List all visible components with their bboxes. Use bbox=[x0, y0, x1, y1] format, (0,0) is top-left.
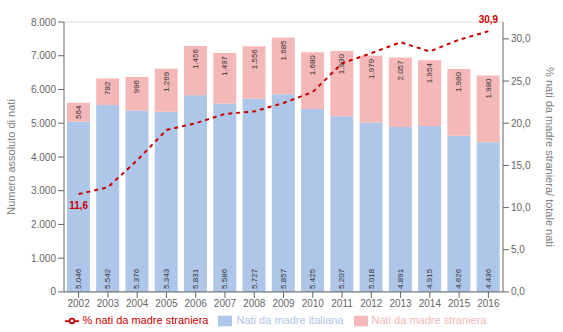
svg-text:8.000: 8.000 bbox=[31, 17, 56, 28]
svg-text:4.000: 4.000 bbox=[31, 152, 56, 163]
svg-text:5,0: 5,0 bbox=[511, 244, 525, 255]
svg-text:Numero assoluto di nati: Numero assoluto di nati bbox=[8, 99, 17, 215]
svg-text:5.831: 5.831 bbox=[191, 268, 200, 289]
svg-text:5.046: 5.046 bbox=[74, 268, 83, 289]
svg-text:2014: 2014 bbox=[419, 298, 442, 309]
svg-text:5.425: 5.425 bbox=[308, 268, 317, 289]
svg-text:30,9: 30,9 bbox=[479, 14, 499, 25]
svg-text:2002: 2002 bbox=[68, 298, 91, 309]
svg-text:5.586: 5.586 bbox=[220, 268, 229, 289]
svg-text:782: 782 bbox=[103, 81, 112, 95]
svg-text:4.891: 4.891 bbox=[396, 268, 405, 289]
svg-text:1.979: 1.979 bbox=[367, 58, 376, 79]
svg-text:4.436: 4.436 bbox=[484, 268, 493, 289]
svg-text:1.556: 1.556 bbox=[250, 49, 259, 70]
svg-text:2.000: 2.000 bbox=[31, 219, 56, 230]
svg-text:5.018: 5.018 bbox=[367, 268, 376, 289]
svg-text:3.000: 3.000 bbox=[31, 185, 56, 196]
html-text:Nati da madre straniera: Nati da madre straniera bbox=[371, 313, 487, 326]
svg-text:5.542: 5.542 bbox=[103, 268, 112, 289]
svg-text:1.685: 1.685 bbox=[279, 40, 288, 61]
svg-text:2008: 2008 bbox=[243, 298, 266, 309]
svg-text:564: 564 bbox=[74, 105, 83, 119]
svg-text:7.000: 7.000 bbox=[31, 50, 56, 61]
svg-text:20,0: 20,0 bbox=[511, 118, 531, 129]
svg-text:1.930: 1.930 bbox=[337, 54, 346, 75]
svg-text:5.207: 5.207 bbox=[337, 268, 346, 289]
svg-text:11,6: 11,6 bbox=[69, 200, 88, 211]
svg-text:1.497: 1.497 bbox=[220, 55, 229, 76]
svg-text:1.980: 1.980 bbox=[454, 71, 463, 92]
svg-text:2.057: 2.057 bbox=[396, 60, 405, 81]
svg-text:1.000: 1.000 bbox=[31, 253, 56, 264]
svg-text:25,0: 25,0 bbox=[511, 76, 531, 87]
svg-text:1.269: 1.269 bbox=[162, 71, 171, 92]
svg-text:15,0: 15,0 bbox=[511, 160, 531, 171]
svg-text:2015: 2015 bbox=[448, 298, 471, 309]
svg-text:1.954: 1.954 bbox=[425, 63, 434, 84]
svg-text:% nati da madre straniera/ tot: % nati da madre straniera/ totale nati bbox=[544, 67, 555, 247]
svg-text:1.680: 1.680 bbox=[308, 55, 317, 76]
svg-text:996: 996 bbox=[132, 79, 141, 93]
svg-text:4.915: 4.915 bbox=[425, 268, 434, 289]
svg-text:0,0: 0,0 bbox=[511, 286, 525, 297]
svg-text:2006: 2006 bbox=[185, 298, 208, 309]
svg-text:5.857: 5.857 bbox=[279, 268, 288, 289]
html-text:% nati da madre straniera: % nati da madre straniera bbox=[82, 313, 209, 326]
svg-text:2016: 2016 bbox=[477, 298, 500, 309]
svg-text:2010: 2010 bbox=[302, 298, 325, 309]
svg-text:4.626: 4.626 bbox=[454, 268, 463, 289]
svg-text:2003: 2003 bbox=[97, 298, 120, 309]
svg-text:0: 0 bbox=[50, 286, 56, 297]
svg-text:1.980: 1.980 bbox=[484, 78, 493, 99]
svg-text:5.000: 5.000 bbox=[31, 118, 56, 129]
svg-text:6.000: 6.000 bbox=[31, 84, 56, 95]
html-text:Nati da madre italiana: Nati da madre italiana bbox=[236, 313, 344, 326]
svg-text:5.727: 5.727 bbox=[250, 268, 259, 289]
svg-text:2011: 2011 bbox=[331, 298, 353, 309]
svg-text:2005: 2005 bbox=[155, 298, 178, 309]
svg-text:5.343: 5.343 bbox=[162, 268, 171, 289]
svg-text:2007: 2007 bbox=[214, 298, 237, 309]
svg-text:2012: 2012 bbox=[360, 298, 383, 309]
svg-text:30,0: 30,0 bbox=[511, 33, 531, 44]
svg-text:2004: 2004 bbox=[126, 298, 149, 309]
svg-text:2009: 2009 bbox=[272, 298, 295, 309]
svg-text:5.376: 5.376 bbox=[132, 268, 141, 289]
svg-text:1.456: 1.456 bbox=[191, 49, 200, 70]
svg-text:2013: 2013 bbox=[389, 298, 412, 309]
svg-text:10,0: 10,0 bbox=[511, 202, 531, 213]
